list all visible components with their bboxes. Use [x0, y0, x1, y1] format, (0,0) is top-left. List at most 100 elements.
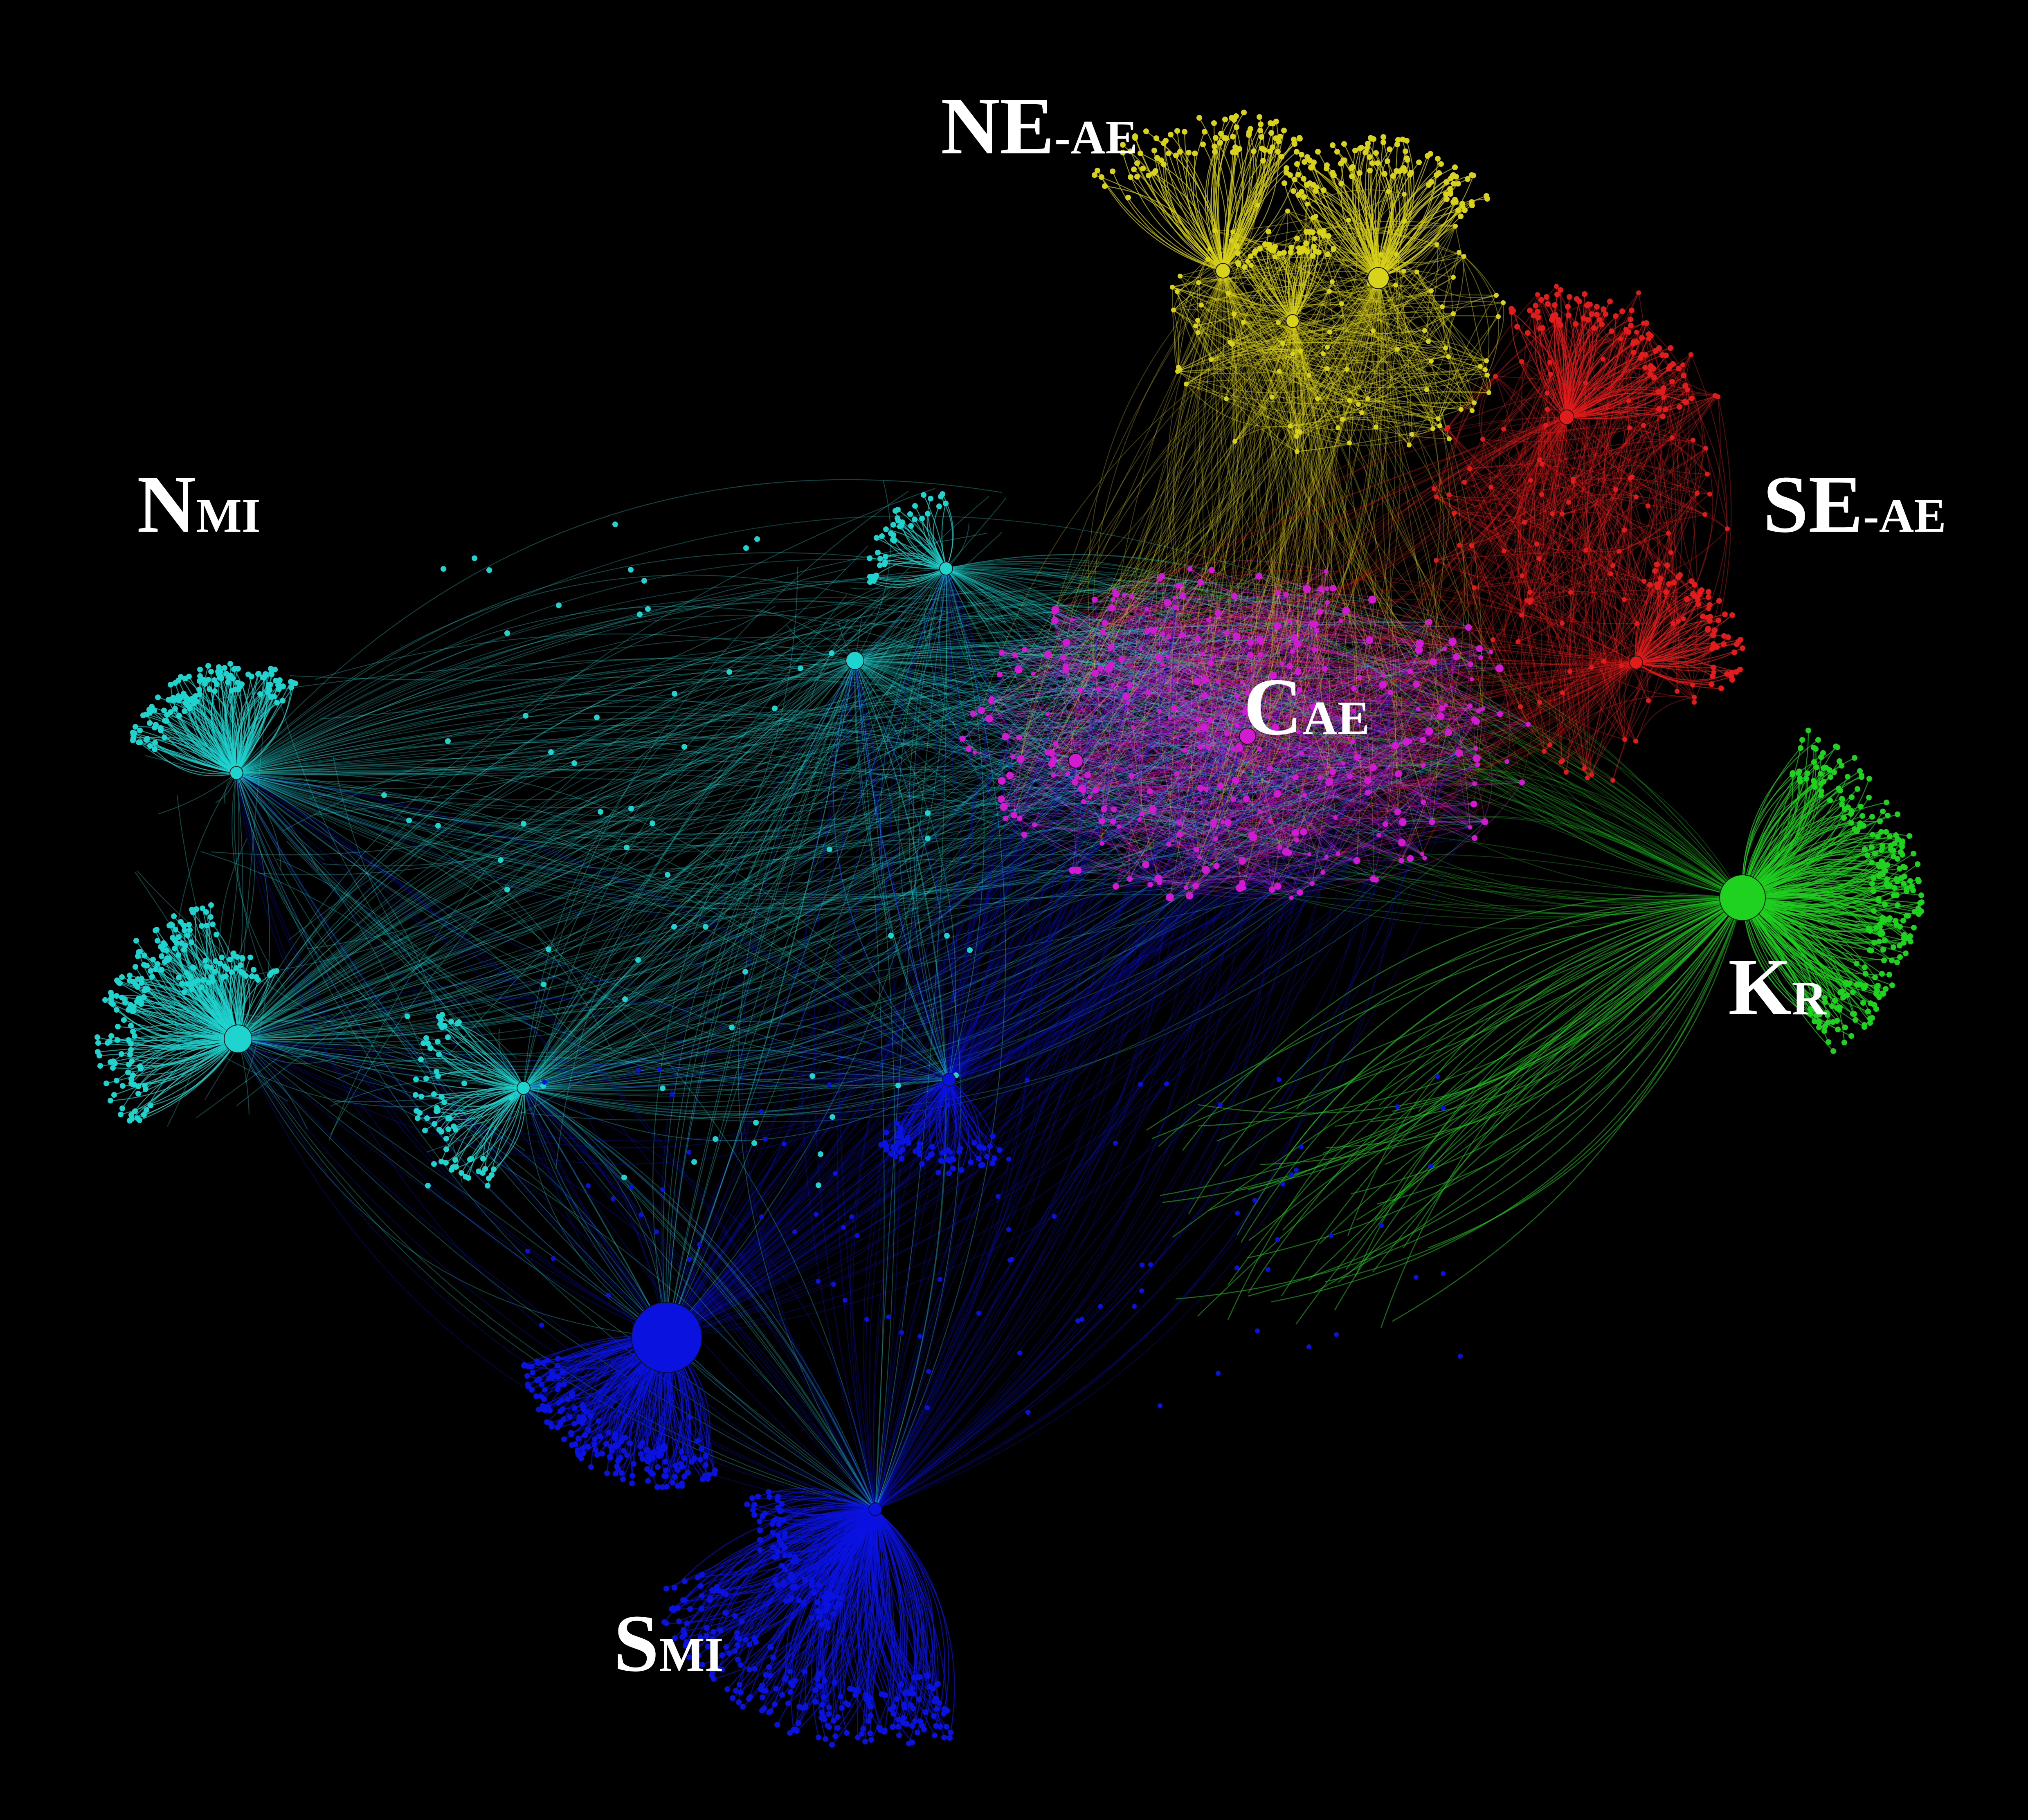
graph-edge — [1080, 689, 1280, 847]
graph-edge — [1005, 818, 1035, 827]
graph-edge — [1499, 429, 1525, 523]
graph-edge — [1124, 589, 1475, 720]
graph-edge — [1014, 654, 1160, 712]
graph-node — [200, 906, 205, 911]
graph-edge — [1055, 575, 1162, 610]
graph-edge — [1197, 638, 1234, 800]
graph-node — [182, 928, 187, 933]
graph-edge — [1055, 609, 1129, 703]
graph-edge — [1216, 649, 1420, 867]
graph-edge — [1131, 596, 1478, 766]
graph-edge — [1345, 649, 1419, 721]
graph-edge — [1111, 607, 1398, 812]
graph-edge — [1147, 609, 1374, 768]
graph-edge — [1227, 623, 1313, 734]
graph-node — [137, 1063, 143, 1069]
graph-edge — [1119, 764, 1478, 832]
graph-node — [135, 1091, 141, 1096]
graph-edge — [1128, 813, 1142, 879]
graph-edge — [1643, 323, 1703, 494]
graph-node — [431, 1091, 437, 1097]
graph-edge — [1053, 595, 1183, 775]
graph-edge — [1075, 693, 1446, 782]
graph-node — [137, 728, 143, 733]
graph-edge — [1648, 338, 1706, 449]
graph-edge — [1542, 464, 1606, 769]
graph-node — [449, 1167, 454, 1173]
graph-edge — [1018, 639, 1260, 738]
graph-edge — [1053, 671, 1298, 775]
graph-edge — [1018, 629, 1317, 738]
graph-edge — [1208, 747, 1287, 852]
graph-node — [178, 674, 184, 680]
graph-edge — [1159, 579, 1183, 636]
graph-edge — [1541, 425, 1549, 495]
graph-node — [890, 532, 896, 538]
graph-edge — [1168, 595, 1197, 850]
graph-node — [141, 1112, 147, 1118]
graph-edge — [999, 674, 1280, 847]
graph-node — [133, 964, 138, 970]
graph-node — [1212, 144, 1217, 149]
graph-edge — [1179, 690, 1300, 835]
graph-edge — [1182, 574, 1307, 596]
graph-edge — [1152, 637, 1295, 810]
graph-edge — [1158, 753, 1302, 879]
graph-edge — [1131, 638, 1198, 776]
graph-edge — [1075, 671, 1410, 787]
graph-node — [118, 1112, 124, 1117]
graph-edge — [1282, 594, 1293, 664]
graph-edge — [1495, 376, 1640, 659]
graph-edge — [991, 698, 1159, 879]
graph-edge — [1195, 763, 1344, 887]
graph-edge — [1520, 382, 1586, 593]
graph-edge — [1052, 568, 1190, 761]
graph-node — [273, 678, 279, 683]
graph-edge — [981, 710, 1368, 781]
graph-edge — [1357, 708, 1483, 757]
graph-node — [480, 1156, 486, 1162]
graph-node — [141, 994, 147, 1000]
graph-edge — [1314, 649, 1441, 717]
graph-node — [893, 508, 898, 514]
graph-node — [182, 708, 187, 714]
graph-edge — [1104, 622, 1298, 649]
graph-edge — [1208, 593, 1469, 628]
graph-node — [172, 706, 178, 712]
graph-edge — [1121, 650, 1476, 749]
graph-edge — [1636, 332, 1708, 474]
graph-edge — [1167, 613, 1480, 657]
graph-node — [212, 688, 218, 694]
graph-edge — [1131, 620, 1341, 777]
graph-edge — [1167, 621, 1289, 658]
graph-edge — [1591, 338, 1656, 668]
graph-edge — [1243, 661, 1434, 888]
graph-edge — [1129, 648, 1141, 685]
graph-edge — [1495, 376, 1695, 698]
graph-edge — [1239, 748, 1271, 821]
graph-edge — [1259, 713, 1500, 812]
graph-edge — [1112, 684, 1296, 834]
graph-edge — [1071, 619, 1216, 839]
graph-node — [907, 511, 913, 517]
graph-node — [159, 953, 164, 959]
graph-node — [199, 923, 205, 929]
graph-edge — [1033, 673, 1432, 822]
graph-node — [153, 722, 159, 728]
graph-edge — [1196, 648, 1480, 682]
graph-edge — [1068, 741, 1353, 774]
graph-edge — [1081, 667, 1500, 789]
graph-edge — [1308, 623, 1333, 772]
graph-edge — [1464, 482, 1611, 574]
graph-edge — [1079, 721, 1345, 773]
graph-edge — [1020, 689, 1081, 759]
graph-edge — [1051, 753, 1103, 844]
graph-edge — [1265, 643, 1298, 890]
graph-node — [147, 743, 153, 749]
graph-node — [208, 902, 214, 908]
graph-edge — [1184, 720, 1345, 751]
graph-edge — [1303, 831, 1313, 884]
graph-edge — [1178, 695, 1237, 823]
graph-edge — [1454, 395, 1715, 514]
graph-edge — [1063, 657, 1299, 735]
